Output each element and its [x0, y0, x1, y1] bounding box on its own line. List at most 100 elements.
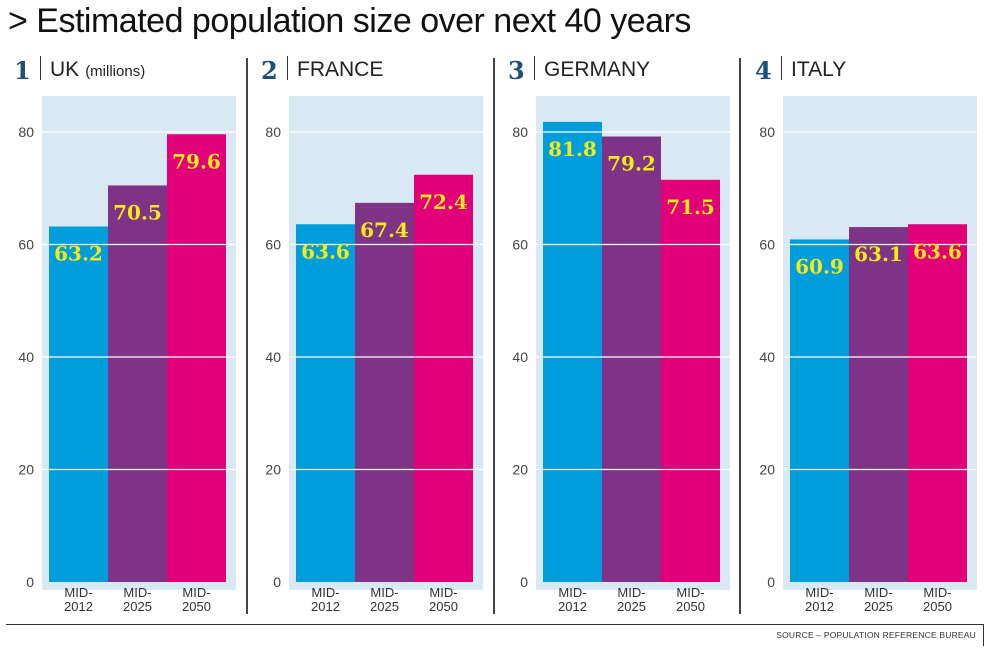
x-tick-label: 2012 — [558, 599, 587, 614]
x-tick-label: 2012 — [311, 599, 340, 614]
x-tick-label: MID- — [311, 585, 339, 600]
country-title: FRANCE — [297, 58, 383, 82]
x-tick-label: MID- — [805, 585, 833, 600]
data-label: 63.1 — [854, 242, 903, 266]
bar — [108, 185, 167, 582]
x-tick-label: MID- — [64, 585, 92, 600]
country-title: GERMANY — [544, 58, 650, 82]
country-name: UK — [50, 58, 80, 81]
country-title: UK (millions) — [50, 58, 145, 82]
bottom-rule — [6, 624, 984, 625]
x-tick-label: MID- — [617, 585, 645, 600]
bar — [849, 227, 908, 582]
y-tick-label: 60 — [265, 237, 281, 253]
x-tick-label: MID- — [429, 585, 457, 600]
y-tick-label: 0 — [273, 574, 281, 590]
x-tick-label: MID- — [923, 585, 951, 600]
x-tick-label: MID- — [370, 585, 398, 600]
panel-france: 2 FRANCE 0 20 40 60 80 63.6 67.4 72.4 MID- 2012 MI… — [247, 56, 494, 616]
bar — [49, 226, 108, 582]
y-tick-label: 0 — [767, 574, 775, 590]
data-label: 70.5 — [113, 200, 162, 224]
data-label: 79.6 — [172, 149, 221, 173]
country-name: GERMANY — [544, 58, 651, 81]
y-tick-label: 80 — [265, 124, 281, 140]
data-label: 63.6 — [913, 239, 962, 263]
bar-chart: 02040608063.667.472.4MID-2012MID-2025MID… — [265, 96, 483, 614]
y-tick-label: 40 — [18, 349, 34, 365]
y-tick-label: 20 — [512, 462, 528, 478]
bar — [790, 239, 849, 582]
y-tick-label: 40 — [759, 349, 775, 365]
data-label: 72.4 — [419, 190, 468, 214]
x-tick-label: MID- — [864, 585, 892, 600]
x-tick-label: 2025 — [864, 599, 893, 614]
x-tick-label: 2050 — [676, 599, 705, 614]
data-label: 63.2 — [54, 242, 103, 266]
panel-number: 4 — [755, 56, 772, 85]
header-divider — [287, 56, 288, 80]
y-tick-label: 0 — [520, 574, 528, 590]
y-tick-label: 60 — [18, 237, 34, 253]
data-label: 71.5 — [666, 195, 715, 219]
data-label: 60.9 — [795, 254, 844, 278]
x-tick-label: 2025 — [617, 599, 646, 614]
bar — [414, 174, 473, 582]
y-tick-label: 60 — [512, 237, 528, 253]
x-tick-label: 2025 — [370, 599, 399, 614]
bar-chart: 02040608081.879.271.5MID-2012MID-2025MID… — [512, 96, 730, 614]
data-label: 81.8 — [548, 137, 597, 161]
header-divider — [40, 56, 41, 80]
bar-chart: 02040608063.270.579.6MID-2012MID-2025MID… — [18, 96, 236, 614]
source-note: SOURCE – POPULATION REFERENCE BUREAU — [776, 630, 976, 640]
y-tick-label: 0 — [26, 574, 34, 590]
data-label: 79.2 — [607, 152, 656, 176]
panel-italy: 4 ITALY 0 20 40 60 80 60.9 63.1 63.6 MID- 2012 MID… — [741, 56, 988, 616]
bar — [296, 224, 355, 582]
y-tick-label: 40 — [265, 349, 281, 365]
unit-label: (millions) — [85, 63, 146, 80]
country-title: ITALY — [791, 58, 846, 82]
y-tick-label: 60 — [759, 237, 775, 253]
bar — [908, 224, 967, 582]
x-tick-label: 2050 — [182, 599, 211, 614]
country-name: FRANCE — [297, 58, 384, 81]
y-tick-label: 80 — [512, 124, 528, 140]
panel-separator — [739, 58, 741, 614]
bar — [661, 179, 720, 582]
y-tick-label: 20 — [18, 462, 34, 478]
data-label: 67.4 — [360, 218, 409, 242]
bar — [167, 134, 226, 582]
bar — [543, 121, 602, 582]
x-tick-label: MID- — [182, 585, 210, 600]
chart-title: > Estimated population size over next 40… — [8, 2, 691, 40]
x-tick-label: 2050 — [923, 599, 952, 614]
country-name: ITALY — [791, 58, 847, 81]
y-tick-label: 20 — [265, 462, 281, 478]
x-tick-label: 2050 — [429, 599, 458, 614]
x-tick-label: MID- — [558, 585, 586, 600]
y-tick-label: 40 — [512, 349, 528, 365]
x-tick-label: MID- — [676, 585, 704, 600]
bar — [355, 202, 414, 582]
bar — [602, 136, 661, 582]
y-tick-label: 80 — [759, 124, 775, 140]
y-tick-label: 80 — [18, 124, 34, 140]
x-tick-label: 2025 — [123, 599, 152, 614]
panel-number: 3 — [508, 56, 525, 85]
panel-separator — [493, 58, 495, 614]
x-tick-label: 2012 — [64, 599, 93, 614]
panel-uk: 1 UK (millions) 0 20 40 60 80 63.2 70.5 79.6 MID-… — [0, 56, 247, 616]
panel-separator — [246, 58, 248, 614]
x-tick-label: MID- — [123, 585, 151, 600]
header-divider — [534, 56, 535, 80]
panel-number: 1 — [14, 56, 31, 85]
source-box-edge — [983, 624, 984, 646]
data-label: 63.6 — [301, 239, 350, 263]
y-tick-label: 20 — [759, 462, 775, 478]
panel-number: 2 — [261, 56, 278, 85]
header-divider — [781, 56, 782, 80]
x-tick-label: 2012 — [805, 599, 834, 614]
panel-germany: 3 GERMANY 0 20 40 60 80 81.8 79.2 71.5 MID- 2012 M… — [494, 56, 741, 616]
